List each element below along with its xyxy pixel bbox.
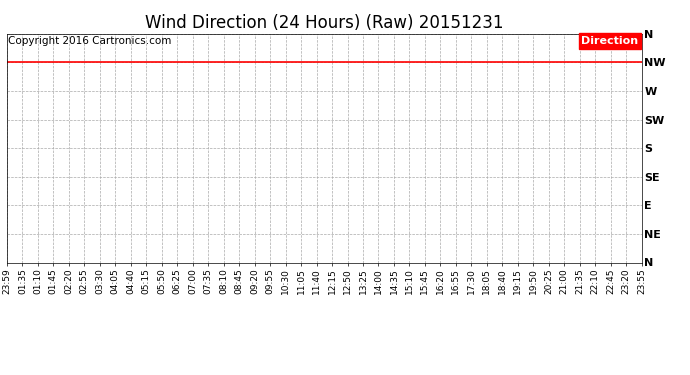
Title: Wind Direction (24 Hours) (Raw) 20151231: Wind Direction (24 Hours) (Raw) 20151231 [145,14,504,32]
Text: Copyright 2016 Cartronics.com: Copyright 2016 Cartronics.com [8,36,172,46]
Text: Direction: Direction [582,36,638,46]
